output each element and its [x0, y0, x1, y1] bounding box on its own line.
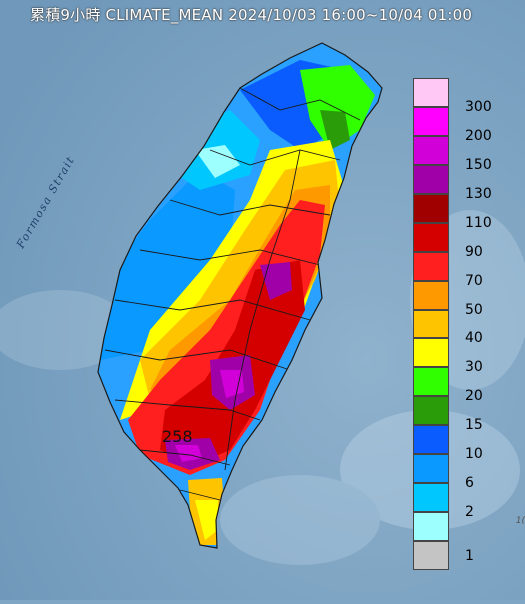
legend-label: 110 — [465, 214, 492, 231]
legend-swatch — [413, 367, 449, 397]
legend-label: 300 — [465, 98, 492, 115]
legend-label: 2 — [465, 504, 474, 521]
legend-label: 50 — [465, 301, 483, 318]
legend-label: 40 — [465, 330, 483, 347]
legend-label: 6 — [465, 475, 474, 492]
legend-swatch — [413, 251, 449, 281]
legend-swatch — [413, 106, 449, 136]
legend-swatch — [413, 512, 449, 542]
legend-label: 30 — [465, 359, 483, 376]
legend-swatch — [413, 425, 449, 455]
rainfall-legend: 300 200 150 130 110 90 70 50 40 30 20 15 10 6 2 1 — [413, 78, 523, 570]
legend-swatch — [413, 541, 449, 570]
legend-swatch — [413, 396, 449, 426]
legend-label: 1 — [465, 547, 474, 564]
legend-label: 130 — [465, 185, 492, 202]
legend-label: 15 — [465, 417, 483, 434]
corner-label: 1( — [515, 516, 525, 526]
legend-label: 20 — [465, 388, 483, 405]
county-boundaries — [104, 87, 361, 501]
legend-swatch — [413, 222, 449, 252]
legend-label: 200 — [465, 127, 492, 144]
max-rainfall-label: 258 — [162, 427, 193, 446]
legend-label: 90 — [465, 243, 483, 260]
legend-swatch — [413, 164, 449, 194]
legend-swatch — [413, 309, 449, 339]
legend-swatch — [413, 193, 449, 223]
legend-label: 70 — [465, 272, 483, 289]
legend-swatch — [413, 338, 449, 368]
map-title: 累積9小時 CLIMATE_MEAN 2024/10/03 16:00~10/0… — [30, 6, 473, 24]
legend-swatch — [413, 280, 449, 310]
legend-swatch — [413, 483, 449, 513]
legend-label: 150 — [465, 156, 492, 173]
legend-swatch — [413, 135, 449, 165]
legend-swatch — [413, 454, 449, 484]
legend-label: 10 — [465, 446, 483, 463]
legend-swatch — [413, 78, 449, 107]
